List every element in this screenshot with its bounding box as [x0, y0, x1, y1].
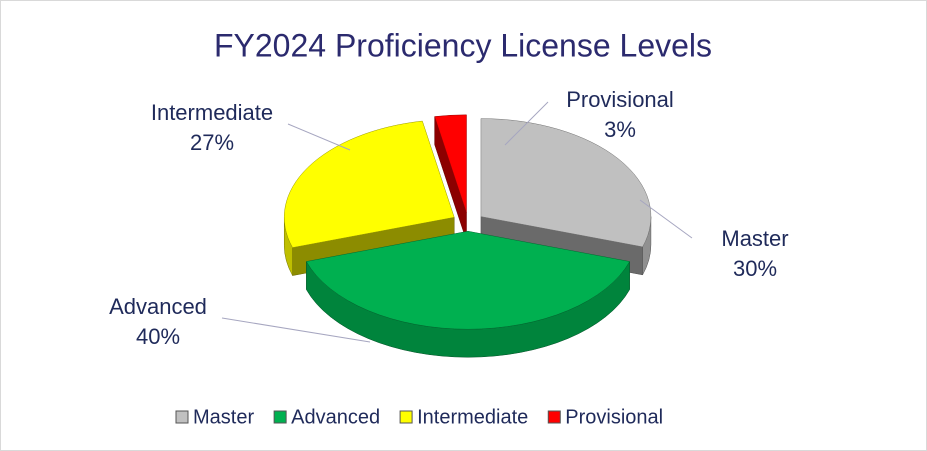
legend-label: Intermediate [417, 406, 528, 428]
leader-line [221, 317, 371, 343]
chart-title: FY2024 Proficiency License Levels [214, 27, 712, 63]
data-label-value: 30% [733, 256, 777, 281]
legend-label: Provisional [565, 406, 663, 428]
slice-top [283, 120, 455, 248]
legend-swatch [399, 410, 413, 424]
data-label-value: 3% [604, 117, 636, 142]
leader-line [504, 101, 549, 146]
leader-line [639, 199, 693, 239]
data-label-value: 27% [190, 130, 234, 155]
slice-top [480, 118, 652, 248]
legend-label: Master [193, 406, 254, 428]
legend-label: Advanced [291, 406, 380, 428]
data-label-name: Advanced [109, 294, 207, 319]
data-label-name: Master [721, 226, 788, 251]
pie-slice [305, 230, 631, 358]
legend-swatch [273, 410, 287, 424]
slice-top [434, 114, 467, 213]
leader-line [287, 123, 351, 151]
data-label-value: 40% [136, 324, 180, 349]
legend-swatch [547, 410, 561, 424]
data-label-name: Provisional [566, 87, 674, 112]
data-label-name: Intermediate [151, 100, 273, 125]
legend-swatch [175, 410, 189, 424]
slice-top [305, 230, 631, 330]
